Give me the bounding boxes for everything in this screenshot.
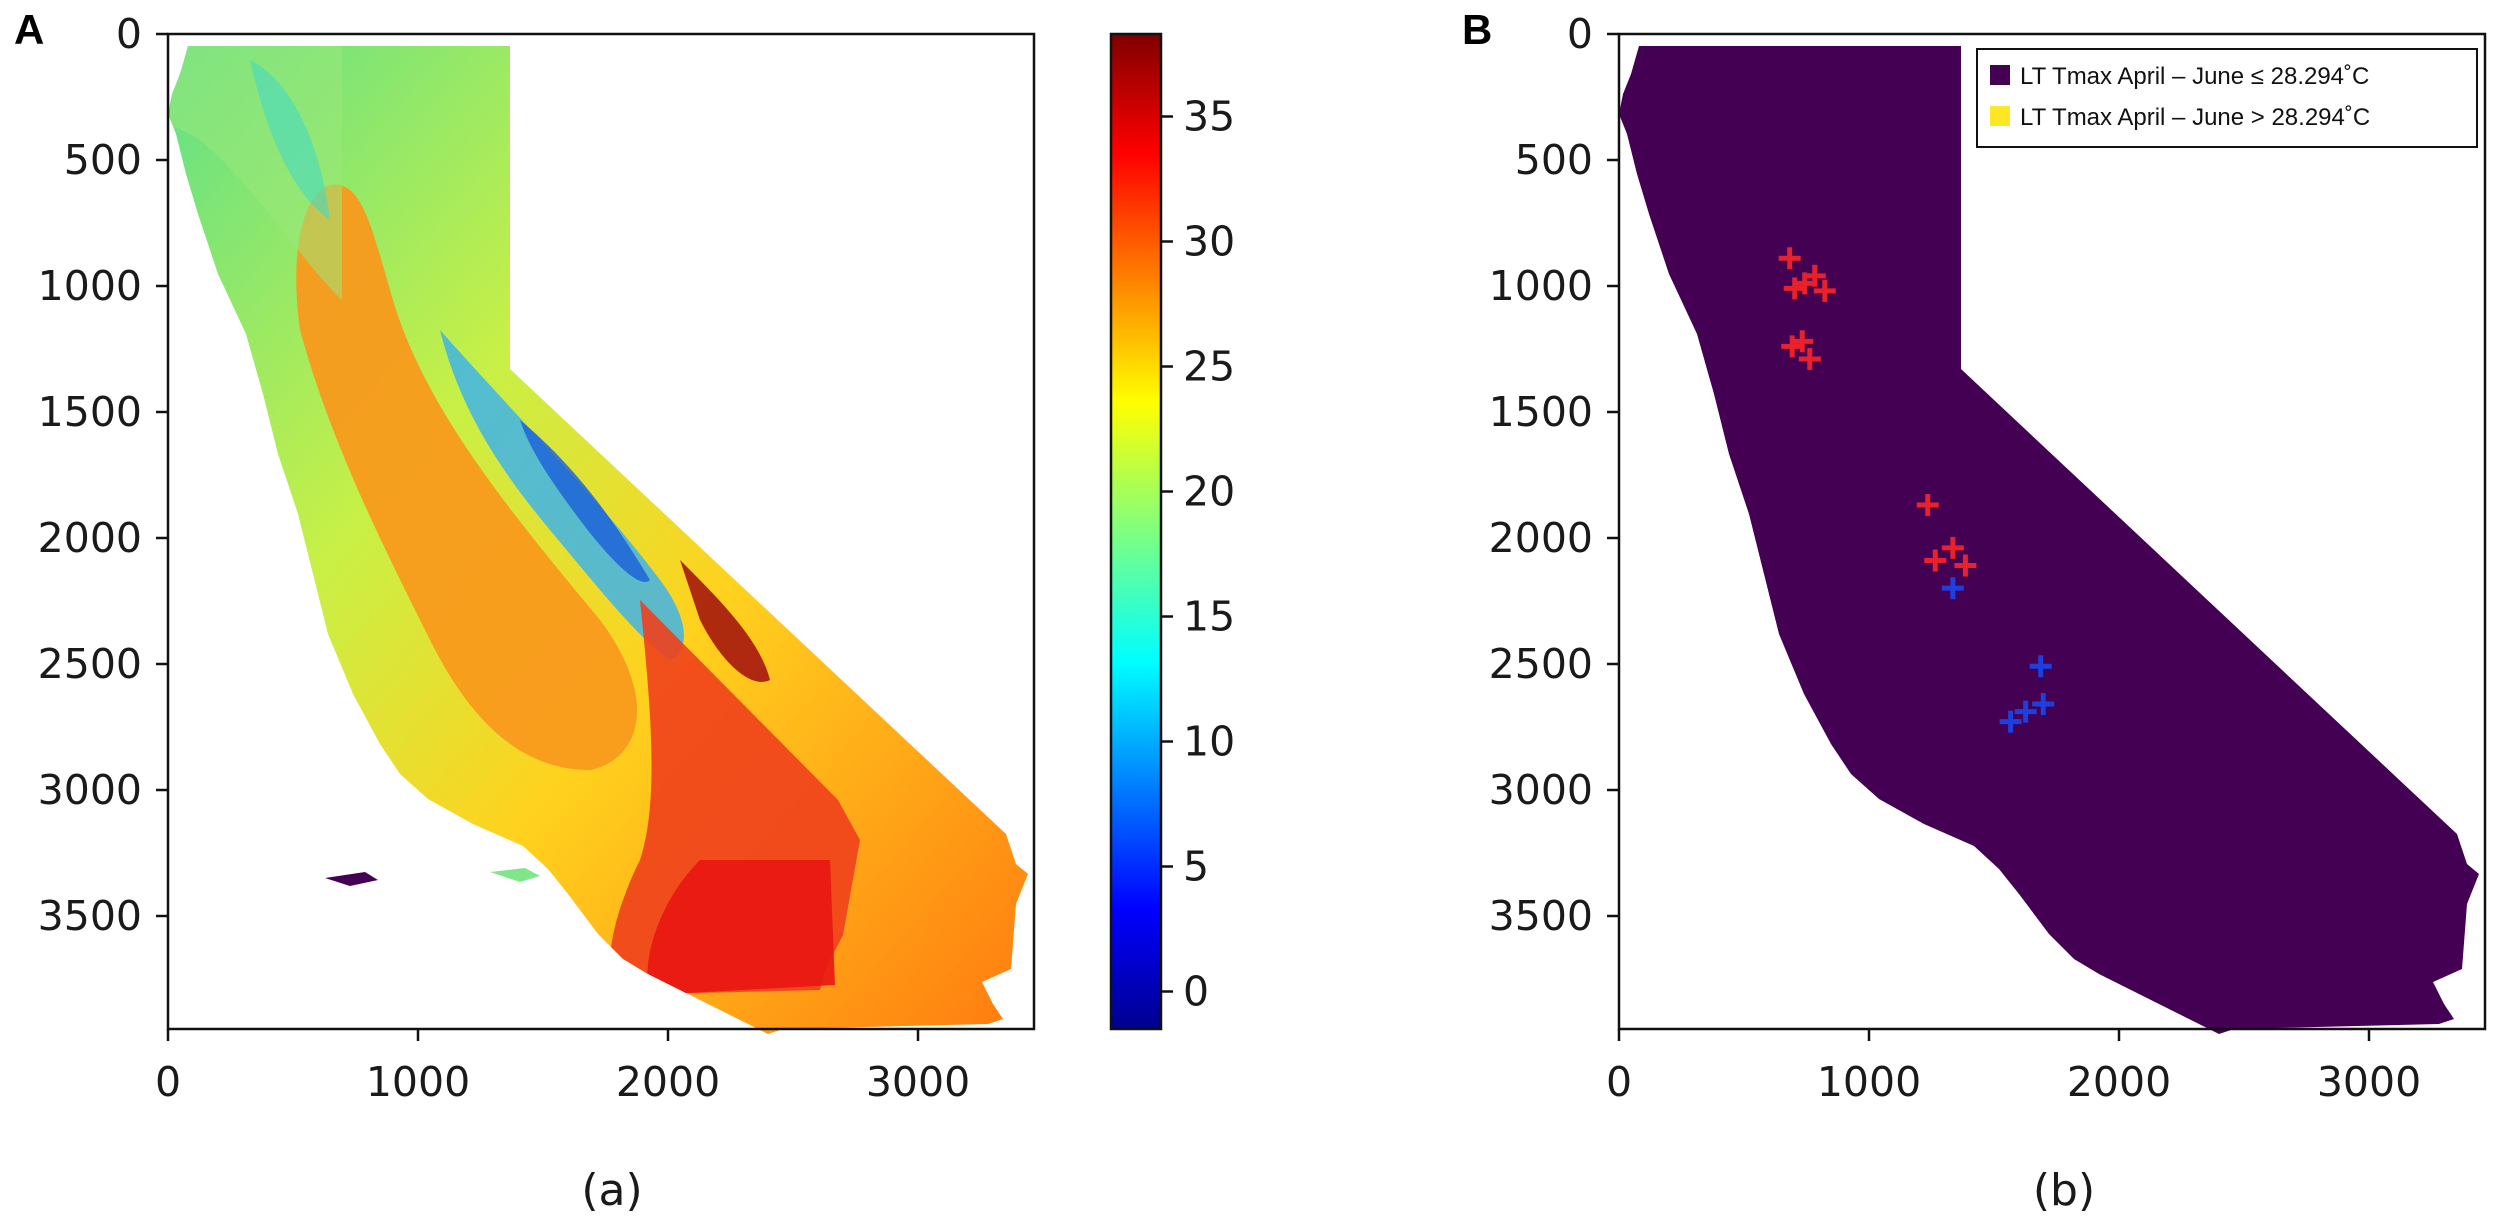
colorbar-ticks: 0 5 10 15 20 25 30 35 — [1161, 93, 1235, 1016]
north-cool-zone — [250, 60, 330, 220]
panel-b: B — [271, 6, 2487, 1216]
blue-site-marker — [2029, 655, 2052, 678]
colorbar-tick-label: 10 — [1183, 718, 1235, 766]
red-site-marker — [1791, 330, 1814, 353]
panel-a-axes-frame — [166, 32, 1036, 1031]
colorbar-gradient — [1109, 32, 1163, 1031]
legend-label-cool: LT Tmax April – June ≤ 28.294˚C — [2020, 63, 2369, 90]
y-tick-label: 2000 — [1489, 514, 1593, 562]
x-tick-label: 2000 — [616, 1058, 720, 1106]
x-tick-label: 3000 — [2317, 1058, 2421, 1106]
panel-b-y-axis: 0 500 1000 1500 2000 2500 3000 3500 — [1489, 10, 1619, 940]
panel-a: A — [14, 6, 1235, 1216]
y-tick-label: 2000 — [38, 514, 142, 562]
y-tick-label: 2500 — [1489, 640, 1593, 688]
panel-b-map — [271, 46, 2479, 1034]
death-valley-zone — [680, 560, 770, 682]
legend: LT Tmax April – June ≤ 28.294˚C LT Tmax … — [1976, 48, 2478, 148]
blue-site-marker — [1999, 710, 2022, 733]
panel-b-axes-frame — [1617, 32, 2487, 1031]
legend-label-hot: LT Tmax April – June > 28.294˚C — [2020, 104, 2370, 131]
red-site-marker — [1954, 554, 1977, 577]
y-tick-label: 0 — [1567, 10, 1593, 58]
panel-a-caption: (a) — [581, 1165, 642, 1216]
y-tick-label: 1500 — [38, 388, 142, 436]
panel-a-x-axis: 0 1000 2000 3000 — [155, 1029, 970, 1106]
colorbar-tick-label: 25 — [1183, 343, 1235, 391]
desert-hottest-zone — [647, 860, 835, 995]
blue-site-marker — [1941, 577, 1964, 600]
y-tick-label: 1500 — [1489, 388, 1593, 436]
red-site-marker — [1803, 264, 1826, 287]
y-tick-label: 500 — [64, 136, 142, 184]
y-tick-label: 2500 — [38, 640, 142, 688]
x-tick-label: 3000 — [866, 1058, 970, 1106]
colorbar-tick-label: 20 — [1183, 468, 1235, 516]
y-tick-label: 1000 — [38, 262, 142, 310]
red-site-marker — [1813, 279, 1836, 302]
site-markers — [1778, 247, 2055, 733]
island — [325, 872, 378, 886]
small-hot-region — [271, 498, 287, 515]
blue-site-marker — [2014, 700, 2037, 723]
colorbar-tick-label: 30 — [1183, 218, 1235, 266]
panel-b-caption: (b) — [2033, 1165, 2095, 1216]
red-site-marker — [1924, 549, 1947, 572]
x-tick-label: 0 — [155, 1058, 181, 1106]
y-tick-label: 500 — [1515, 136, 1593, 184]
panel-b-letter: B — [1462, 6, 1492, 53]
y-tick-label: 3500 — [1489, 892, 1593, 940]
red-site-marker — [1778, 247, 1801, 270]
south-coast-zone — [380, 835, 560, 995]
red-site-marker — [1916, 494, 1939, 517]
x-tick-label: 2000 — [2067, 1058, 2171, 1106]
panel-a-y-axis: 0 500 1000 1500 2000 2500 3000 3500 — [38, 10, 168, 940]
y-tick-label: 3000 — [1489, 766, 1593, 814]
blue-site-marker — [2032, 693, 2055, 716]
y-tick-label: 3000 — [38, 766, 142, 814]
island — [490, 868, 540, 882]
legend-swatch-hot — [1990, 106, 2010, 126]
red-site-marker — [1798, 347, 1821, 370]
central-valley-zone — [296, 184, 638, 771]
colorbar: 0 5 10 15 20 25 30 35 — [1109, 32, 1235, 1031]
sierra-cold-zone — [520, 420, 650, 582]
y-tick-label: 0 — [116, 10, 142, 58]
legend-box — [1976, 48, 2478, 148]
x-tick-label: 1000 — [366, 1058, 470, 1106]
panel-a-letter: A — [14, 6, 44, 53]
y-tick-label: 3500 — [38, 892, 142, 940]
red-site-marker — [1941, 536, 1964, 559]
colorbar-tick-label: 5 — [1183, 843, 1209, 891]
x-tick-label: 0 — [1606, 1058, 1632, 1106]
y-tick-label: 1000 — [1489, 262, 1593, 310]
colorbar-tick-label: 35 — [1183, 93, 1235, 141]
colorbar-tick-label: 0 — [1183, 968, 1209, 1016]
panel-a-map — [168, 46, 1028, 1034]
panel-b-x-axis: 0 1000 2000 3000 — [1606, 1029, 2421, 1106]
x-tick-label: 1000 — [1817, 1058, 1921, 1106]
colorbar-tick-label: 15 — [1183, 593, 1235, 641]
california-classification-map — [1619, 46, 2479, 1034]
legend-swatch-cool — [1990, 65, 2010, 85]
